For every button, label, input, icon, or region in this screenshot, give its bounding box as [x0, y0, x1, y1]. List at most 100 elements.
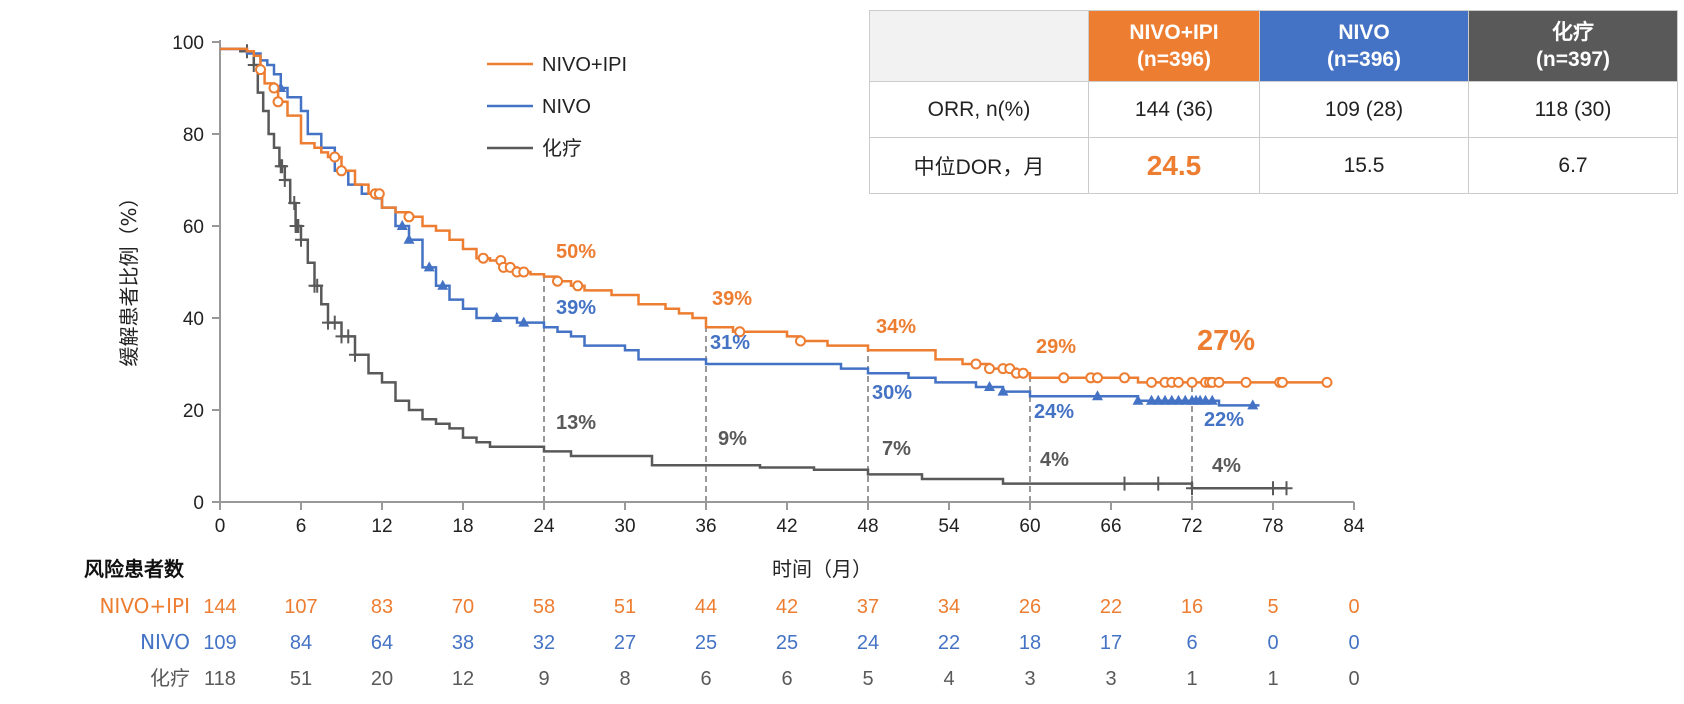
- y-tick-label: 80: [183, 125, 204, 146]
- risk-cell: 64: [371, 632, 393, 654]
- orr-header-nivo: NIVO (n=396): [1259, 10, 1469, 82]
- censor-mark: [396, 220, 408, 230]
- censor-mark: [997, 385, 1009, 396]
- censor-mark: [477, 252, 489, 264]
- risk-cell: 37: [857, 596, 879, 618]
- milestone-label-nivo: 24%: [1034, 401, 1074, 423]
- risk-cell: 58: [533, 596, 555, 618]
- risk-cell: 9: [538, 668, 549, 690]
- x-tick-label: 60: [1019, 516, 1040, 537]
- risk-cell: 34: [938, 596, 960, 618]
- milestone-label-chemo: 13%: [556, 412, 596, 434]
- dor-row: 中位DOR，月 24.5 15.5 6.7: [869, 137, 1678, 194]
- risk-row-label: NIVO: [140, 630, 190, 654]
- risk-cell: 8: [619, 668, 630, 690]
- orr-cell: 109 (28): [1259, 81, 1469, 138]
- milestone-label-nivo: 39%: [556, 297, 596, 319]
- x-tick-label: 84: [1343, 516, 1365, 537]
- milestone-label-nivo_ipi: 39%: [712, 288, 752, 310]
- risk-cell: 5: [1267, 596, 1278, 618]
- milestone-annotations: 50% 39% 34% 29% 27% 39% 31% 30% 24% 22% 13% 9% 7% 4% 4…: [556, 241, 1255, 477]
- axes: 0 6 12 18 24 30 36 42 48 54 60 66 72 78 84 0 20 40 60 80 100: [172, 33, 1365, 537]
- curve-nivo_ipi: [220, 47, 1327, 384]
- censor-mark: [1213, 376, 1225, 388]
- x-tick-label: 18: [452, 516, 473, 537]
- censor-mark: [795, 335, 806, 347]
- legend-label-nivo: NIVO: [542, 96, 591, 118]
- orr-cell: 144 (36): [1088, 81, 1260, 138]
- risk-cell: 24: [857, 632, 879, 654]
- censor-mark: [403, 211, 415, 223]
- x-tick-label: 30: [614, 516, 635, 537]
- censor-mark: [272, 96, 284, 108]
- risk-cell: 0: [1348, 632, 1359, 654]
- censor-mark: [1017, 367, 1029, 379]
- dor-cell: 15.5: [1259, 137, 1469, 194]
- censor-mark: [373, 188, 385, 200]
- censor-mark: [572, 280, 584, 292]
- risk-cell: 51: [614, 596, 636, 618]
- risk-table-title: 风险患者数: [84, 557, 185, 581]
- legend: NIVO+IPI NIVO 化疗: [487, 54, 627, 160]
- row-label: 中位DOR，月: [869, 137, 1089, 194]
- censor-mark: [255, 64, 266, 76]
- risk-cell: 6: [781, 668, 792, 690]
- risk-cell: 70: [452, 596, 474, 618]
- risk-cell: 4: [943, 668, 954, 690]
- x-axis-title: 时间（月）: [772, 557, 872, 581]
- header-name: NIVO: [1338, 21, 1390, 44]
- milestone-label-nivo: 22%: [1204, 409, 1244, 431]
- censor-mark: [1186, 376, 1198, 388]
- dor-cell: 6.7: [1468, 137, 1678, 194]
- orr-header-nivo-ipi: NIVO+IPI (n=396): [1088, 10, 1260, 82]
- censor-mark: [1146, 376, 1157, 388]
- milestone-label-nivo: 30%: [872, 382, 912, 404]
- risk-table: NIVO+IPI 144 107 83 70 58 51 44 42 37 34 26 22 16 5 0NI…: [99, 594, 1359, 690]
- censor-mark: [1173, 376, 1184, 388]
- risk-cell: 25: [695, 632, 717, 654]
- legend-label-chemo: 化疗: [542, 137, 582, 160]
- y-tick-label: 100: [172, 33, 204, 54]
- y-tick-label: 0: [193, 493, 204, 514]
- risk-cell: 3: [1024, 668, 1035, 690]
- curve-chemo: [220, 47, 1287, 490]
- x-tick-label: 24: [533, 516, 555, 537]
- censor-mark: [329, 151, 341, 163]
- milestone-label-nivo: 31%: [710, 332, 750, 354]
- censor-mark: [1058, 372, 1070, 384]
- header-n: (n=397): [1535, 48, 1611, 71]
- censor-mark: [295, 232, 307, 247]
- risk-cell: 42: [776, 596, 798, 618]
- y-tick-label: 20: [183, 401, 204, 422]
- header-n: (n=396): [1136, 48, 1212, 71]
- x-tick-label: 78: [1262, 516, 1283, 537]
- censor-mark: [311, 278, 324, 293]
- y-tick-label: 40: [183, 309, 204, 330]
- risk-cell: 84: [290, 632, 312, 654]
- risk-cell: 144: [203, 596, 236, 618]
- risk-cell: 18: [1019, 632, 1041, 654]
- reference-lines: [543, 276, 1193, 502]
- x-tick-label: 66: [1100, 516, 1121, 537]
- censor-mark: [342, 329, 355, 344]
- censor-mark: [1321, 376, 1333, 388]
- censor-mark: [1280, 481, 1293, 496]
- milestone-label-chemo: 9%: [718, 428, 747, 450]
- censor-mark: [1092, 390, 1103, 401]
- risk-cell: 0: [1348, 668, 1359, 690]
- censor-mark: [423, 261, 435, 272]
- censor-mark: [268, 82, 280, 94]
- risk-cell: 27: [614, 632, 636, 654]
- orr-header-blank: [869, 10, 1089, 82]
- risk-cell: 0: [1267, 632, 1278, 654]
- censor-mark: [1152, 476, 1165, 491]
- milestone-label-nivo_ipi: 50%: [556, 241, 596, 263]
- risk-cell: 6: [1186, 632, 1197, 654]
- risk-cell: 109: [203, 632, 236, 654]
- x-tick-label: 36: [695, 516, 716, 537]
- censor-mark: [1240, 376, 1252, 388]
- milestone-label-chemo: 4%: [1040, 449, 1069, 471]
- censor-mark: [984, 381, 995, 391]
- x-tick-label: 72: [1181, 516, 1202, 537]
